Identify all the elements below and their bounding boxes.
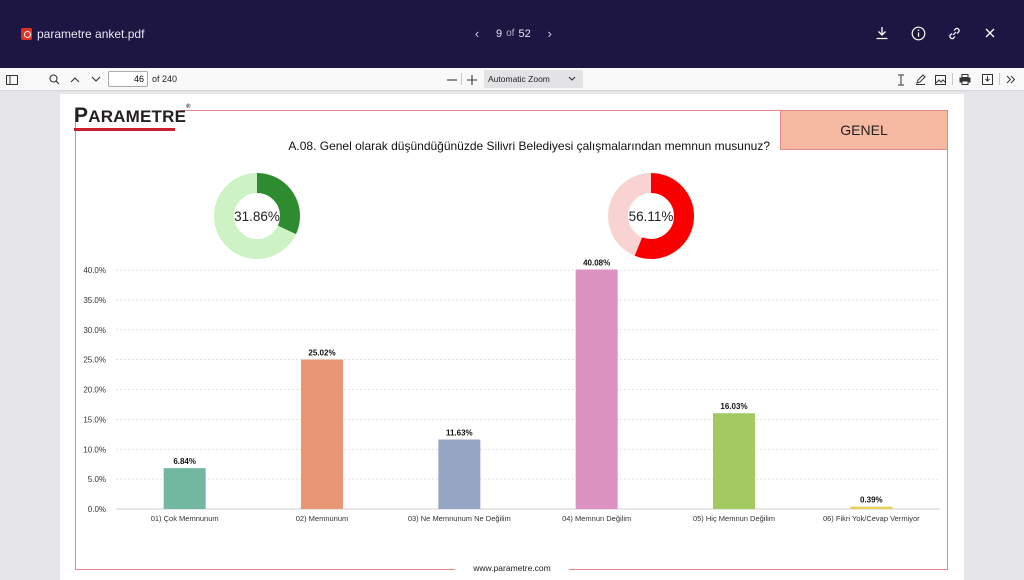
donut-label: 56.11%: [628, 208, 674, 224]
save-icon[interactable]: [980, 72, 994, 87]
chevron-down-icon[interactable]: [89, 72, 103, 87]
y-tick-label: 10.0%: [83, 445, 106, 454]
bar: [713, 413, 755, 509]
data-label: 0.39%: [860, 496, 883, 505]
y-tick-label: 0.0%: [88, 505, 106, 514]
draw-icon[interactable]: [913, 72, 927, 87]
data-label: 25.02%: [308, 349, 335, 358]
more-tools-icon[interactable]: [1004, 72, 1018, 87]
divider: [999, 73, 1000, 85]
file-name: parametre anket.pdf: [37, 27, 145, 41]
data-label: 16.03%: [720, 402, 747, 411]
bar-chart: 0.0% 5.0% 10.0% 15.0% 20.0% 25.0% 30.0% 35.0% 40…: [83, 259, 940, 523]
x-tick-label: 01) Çok Memnunum: [151, 514, 219, 523]
satisfied-donut: 31.86%: [213, 172, 301, 260]
chevron-down-icon: [568, 74, 576, 84]
donut-segment: [608, 173, 694, 259]
chevron-up-icon[interactable]: [68, 72, 82, 87]
page-frame-top: [180, 110, 780, 111]
bar: [163, 468, 206, 509]
section-label: GENEL: [780, 110, 948, 150]
y-tick-label: 25.0%: [83, 356, 106, 365]
total-pages: 52: [518, 27, 531, 40]
y-tick-label: 30.0%: [83, 326, 106, 335]
bar: [575, 269, 618, 509]
x-tick-label: 04) Memnun Değilim: [562, 514, 631, 523]
x-tick-label: 03) Ne Memnunum Ne Değilim: [408, 514, 511, 523]
y-tick-label: 5.0%: [88, 475, 106, 484]
header-actions: [874, 24, 998, 42]
divider: [952, 73, 953, 85]
previous-page-button[interactable]: ‹: [474, 26, 480, 41]
info-icon[interactable]: [910, 24, 926, 42]
page-navigator: ‹ 9 of 52 ›: [470, 26, 557, 41]
question-title: A.08. Genel olarak düşündüğünüzde Silivr…: [288, 139, 770, 153]
dissatisfied-donut: 56.11%: [607, 172, 695, 260]
download-icon[interactable]: [874, 24, 890, 42]
bar: [438, 439, 481, 509]
print-icon[interactable]: [958, 72, 972, 87]
donut-chart-green: [214, 173, 300, 259]
donut-chart-red: [608, 173, 694, 259]
text-cursor-icon[interactable]: [895, 72, 907, 87]
page-count: of 240: [152, 74, 178, 84]
x-tick-label: 06) Fikri Yok/Cevap Vermiyor: [823, 514, 920, 523]
current-page: 9: [496, 27, 503, 40]
link-icon[interactable]: [946, 24, 962, 42]
pdf-file-icon: [21, 28, 32, 40]
x-tick-label: 05) Hiç Memnun Değilim: [693, 514, 775, 523]
y-tick-label: 35.0%: [83, 296, 106, 305]
sidebar-toggle-icon[interactable]: [5, 72, 19, 87]
of-label: of: [506, 28, 515, 39]
zoom-value: Automatic Zoom: [488, 74, 550, 84]
viewer-header: parametre anket.pdf ‹ 9 of 52 ›: [0, 0, 1024, 68]
data-label: 11.63%: [446, 429, 473, 438]
close-icon[interactable]: [982, 24, 998, 42]
next-page-button[interactable]: ›: [547, 26, 552, 41]
donut-label: 31.86%: [234, 208, 280, 224]
footer-url: www.parametre.com: [455, 563, 569, 577]
y-tick-label: 40.0%: [83, 266, 106, 275]
y-tick-label: 15.0%: [83, 415, 106, 424]
zoom-in-icon[interactable]: [465, 72, 479, 87]
pdf-toolbar: of 240 Automatic Zoom: [0, 68, 1024, 91]
data-label: 6.84%: [173, 457, 196, 466]
page-number-input[interactable]: [108, 71, 148, 87]
zoom-out-icon[interactable]: [445, 72, 459, 87]
data-label: 40.08%: [583, 259, 610, 268]
image-icon[interactable]: [933, 72, 947, 87]
logo-underline: [74, 128, 175, 131]
bar: [850, 506, 893, 509]
divider: [461, 73, 462, 85]
document-page: PARAMETRE® GENEL A.08. Genel olarak düşü…: [60, 94, 964, 580]
parametre-logo: PARAMETRE®: [74, 104, 191, 127]
zoom-select[interactable]: Automatic Zoom: [484, 70, 583, 88]
bar: [301, 359, 343, 509]
search-icon[interactable]: [47, 72, 61, 87]
y-tick-label: 20.0%: [83, 386, 106, 395]
donut-segment: [214, 173, 300, 259]
x-tick-label: 02) Memnunum: [296, 514, 349, 523]
